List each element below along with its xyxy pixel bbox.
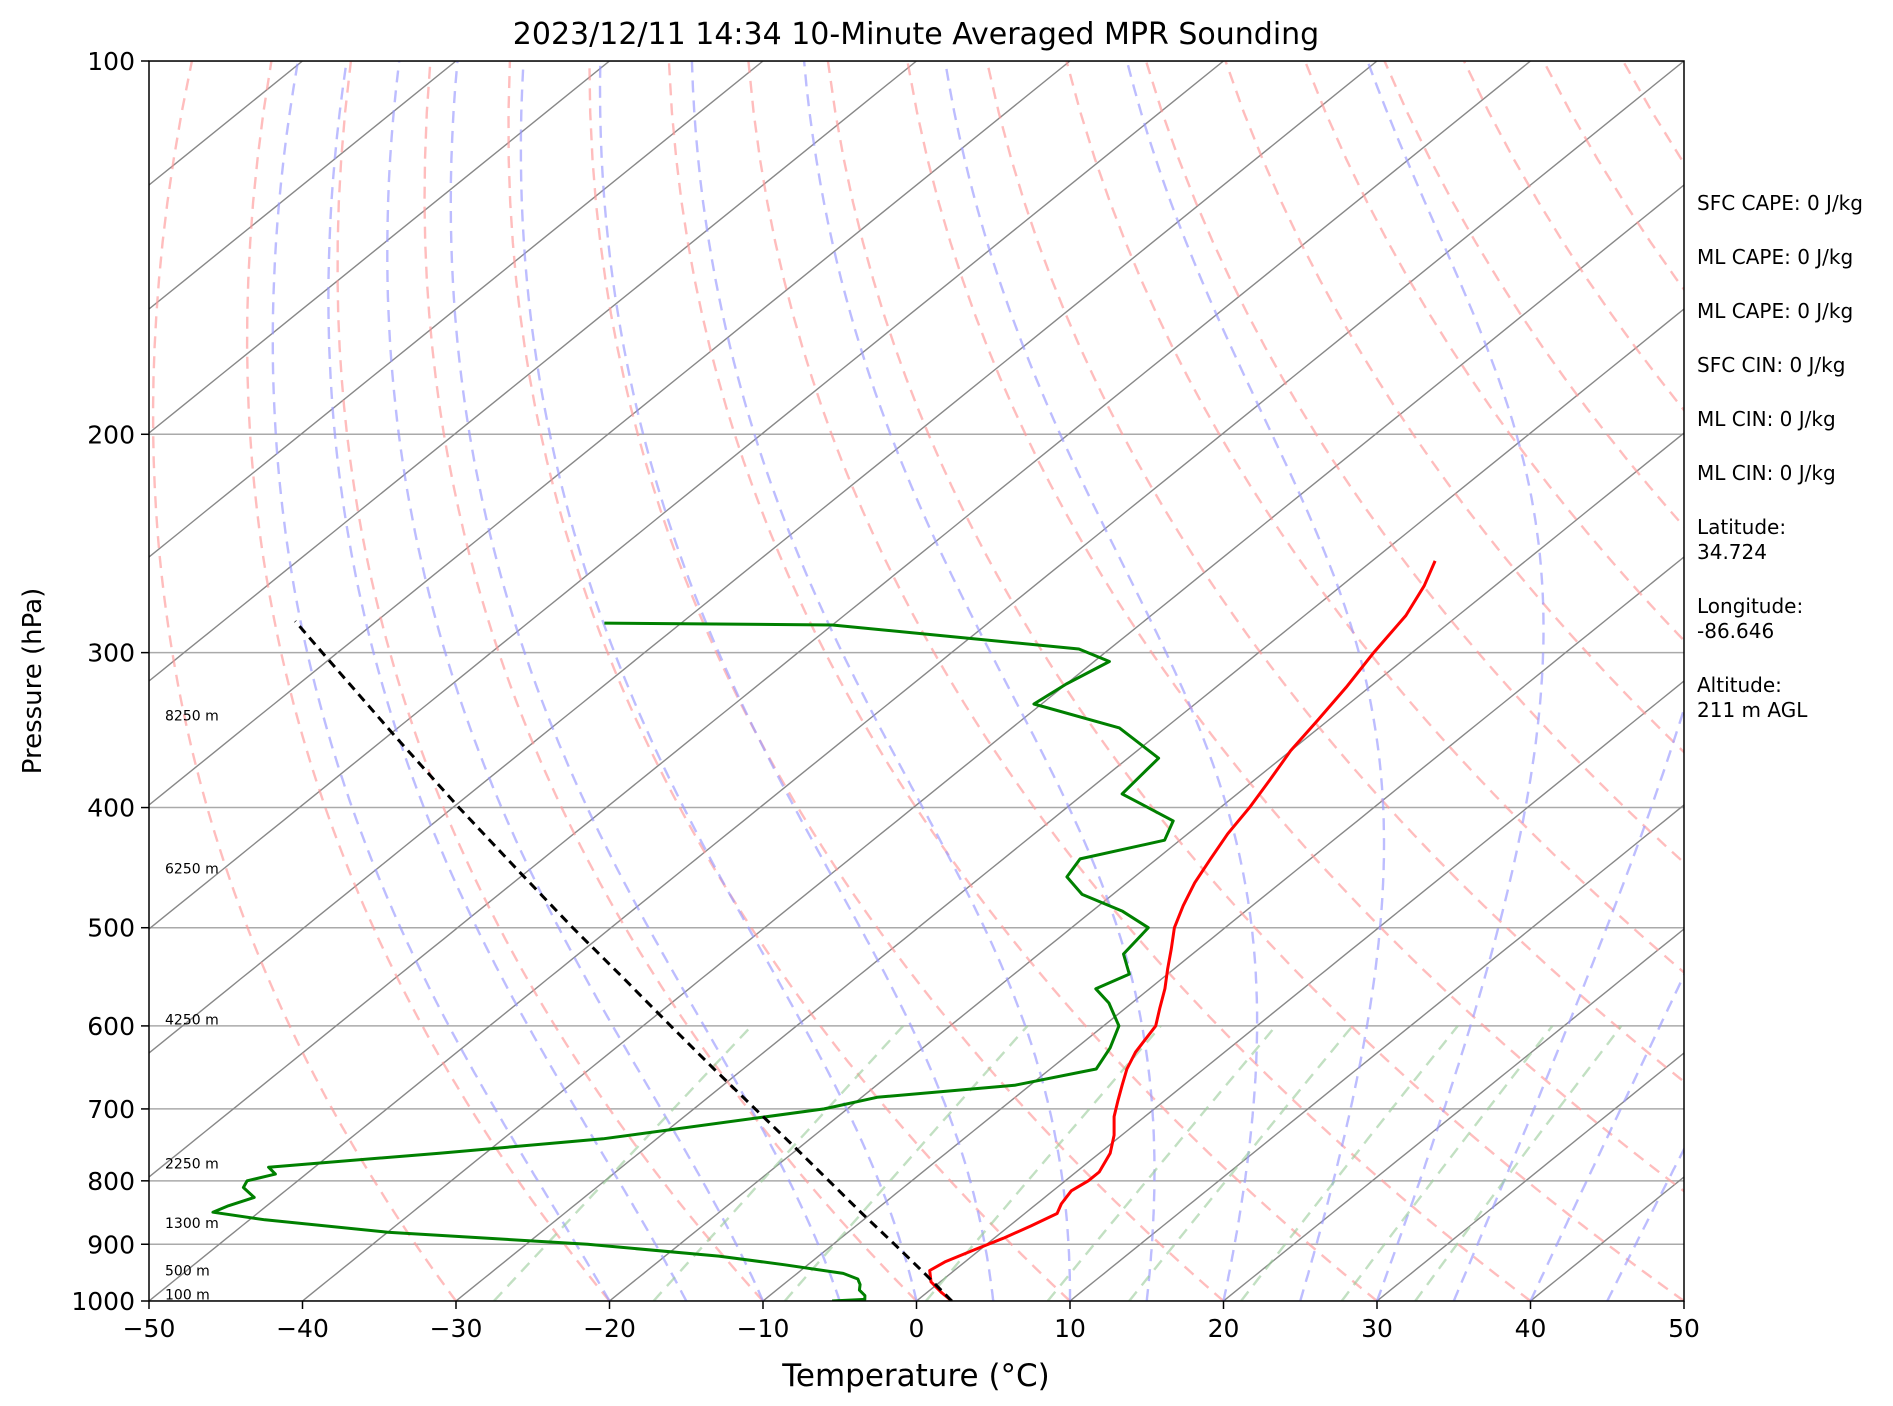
y-tick-label: 600 (87, 1012, 135, 1041)
isotherm-line (455, 308, 1684, 1301)
info-text: SFC CAPE: 0 J/kg (1697, 191, 1863, 215)
moist-adiabat-line (943, 61, 1259, 1301)
background-grid (149, 61, 1893, 1301)
info-text: ML CIN: 0 J/kg (1697, 407, 1836, 431)
isotherm-line (916, 680, 1684, 1301)
height-label: 4250 m (165, 1013, 219, 1029)
isotherm-line (149, 61, 764, 558)
moist-adiabat-line (519, 61, 918, 1301)
isotherm-line (149, 61, 1684, 1301)
isotherm-line (1530, 1176, 1684, 1301)
y-axis-label: Pressure (hPa) (18, 588, 48, 775)
x-tick-label: 40 (1515, 1314, 1547, 1343)
moist-adiabat-line (598, 61, 995, 1301)
x-tick-label: −10 (737, 1314, 790, 1343)
mixing-ratio-line (783, 1025, 1029, 1301)
x-axis-label: Temperature (°C) (781, 1358, 1050, 1394)
dry-adiabat-line (151, 61, 457, 1301)
y-tick-label: 100 (87, 47, 135, 76)
moist-adiabat-line (1452, 61, 1684, 1301)
dry-adiabat-line (985, 61, 1684, 1084)
y-tick-label: 400 (87, 794, 135, 823)
isotherm-line (149, 61, 457, 310)
y-tick-label: 200 (87, 420, 135, 449)
data-series (211, 560, 1437, 1301)
height-label: 8250 m (165, 708, 219, 724)
dry-adiabat-line (588, 61, 1225, 1301)
x-tick-label: 50 (1668, 1314, 1700, 1343)
chart-title: 2023/12/11 14:34 10-Minute Averaged MPR … (513, 17, 1319, 52)
x-tick-label: −50 (123, 1314, 176, 1343)
y-tick-label: 700 (87, 1095, 135, 1124)
mixing-ratio-line (493, 1025, 753, 1301)
temperature-profile-line (928, 560, 1437, 1301)
height-label: 1300 m (165, 1216, 219, 1232)
dry-adiabat-line (906, 61, 1684, 1193)
mixing-ratio-line (1046, 1025, 1277, 1301)
info-text: Longitude: -86.646 (1697, 594, 1803, 643)
dry-adiabat-line (747, 61, 1532, 1301)
moist-adiabat-line (327, 61, 688, 1301)
info-text: Latitude: 34.724 (1697, 515, 1786, 564)
mixing-ratio-line (1414, 1025, 1623, 1301)
isotherm-line (762, 556, 1684, 1301)
mixing-ratio-line (924, 1025, 1162, 1301)
moist-adiabat-line (271, 61, 611, 1301)
moist-adiabat-line (386, 61, 765, 1301)
moist-adiabat-line (449, 61, 841, 1301)
info-text: Altitude: 211 m AGL (1697, 673, 1808, 722)
dewpoint-profile-line (211, 621, 1175, 1301)
info-text: SFC CIN: 0 J/kg (1697, 353, 1845, 377)
mixing-ratio-line (1128, 1025, 1354, 1301)
mixing-ratio-line (652, 1025, 905, 1301)
x-tick-label: 20 (1208, 1314, 1240, 1343)
height-label: 500 m (165, 1264, 210, 1280)
info-text: ML CIN: 0 J/kg (1697, 461, 1836, 485)
y-tick-label: 300 (87, 639, 135, 668)
axis-ticks: −50 −40 −30 −20 −10 0 10 20 30 40 50 1000 900 800 700 6… (71, 47, 1700, 1343)
moist-adiabat-line (690, 61, 1072, 1301)
x-tick-label: 30 (1361, 1314, 1393, 1343)
dry-adiabat-line (336, 61, 764, 1301)
dry-adiabat-line (667, 61, 1378, 1301)
height-labels: 100 m 500 m 1300 m 2250 m 4250 m 6250 m 8250 m (165, 708, 219, 1303)
height-label: 2250 m (165, 1157, 219, 1173)
moist-adiabat-line (1366, 61, 1545, 1301)
isotherm-line (149, 61, 1378, 1054)
dry-adiabat-line (423, 61, 918, 1301)
isotherm-line (1069, 804, 1684, 1301)
x-tick-label: 0 (909, 1314, 925, 1343)
dry-adiabat-line (826, 61, 1684, 1301)
isotherm-line (149, 61, 1071, 806)
moist-adiabat-line (802, 61, 1156, 1301)
x-tick-label: −30 (430, 1314, 483, 1343)
isotherm-line (1376, 1052, 1684, 1301)
height-label: 100 m (165, 1287, 210, 1303)
y-tick-label: 1000 (71, 1287, 135, 1316)
isotherm-line (149, 61, 1531, 1178)
isotherm-line (149, 61, 1224, 930)
dry-adiabat-line (245, 61, 611, 1301)
dry-adiabat-line (1862, 61, 1893, 1301)
dry-adiabat-line (507, 61, 1071, 1301)
info-text: ML CAPE: 0 J/kg (1697, 299, 1853, 323)
x-tick-label: −20 (583, 1314, 636, 1343)
mixing-ratio-line (1340, 1025, 1554, 1301)
moist-adiabat-line (1125, 61, 1386, 1301)
parcel-profile-line (294, 620, 953, 1301)
height-label: 6250 m (165, 862, 219, 878)
isotherm-line (302, 184, 1684, 1301)
x-tick-label: 10 (1054, 1314, 1086, 1343)
info-panel: SFC CAPE: 0 J/kg ML CAPE: 0 J/kg ML CAPE: … (1697, 191, 1863, 722)
y-tick-label: 500 (87, 914, 135, 943)
y-tick-label: 900 (87, 1230, 135, 1259)
info-text: ML CAPE: 0 J/kg (1697, 245, 1853, 269)
isotherm-line (1223, 928, 1684, 1301)
x-tick-label: −40 (276, 1314, 329, 1343)
y-tick-label: 800 (87, 1167, 135, 1196)
isotherm-line (149, 61, 917, 682)
mixing-ratio-line (1240, 1025, 1459, 1301)
